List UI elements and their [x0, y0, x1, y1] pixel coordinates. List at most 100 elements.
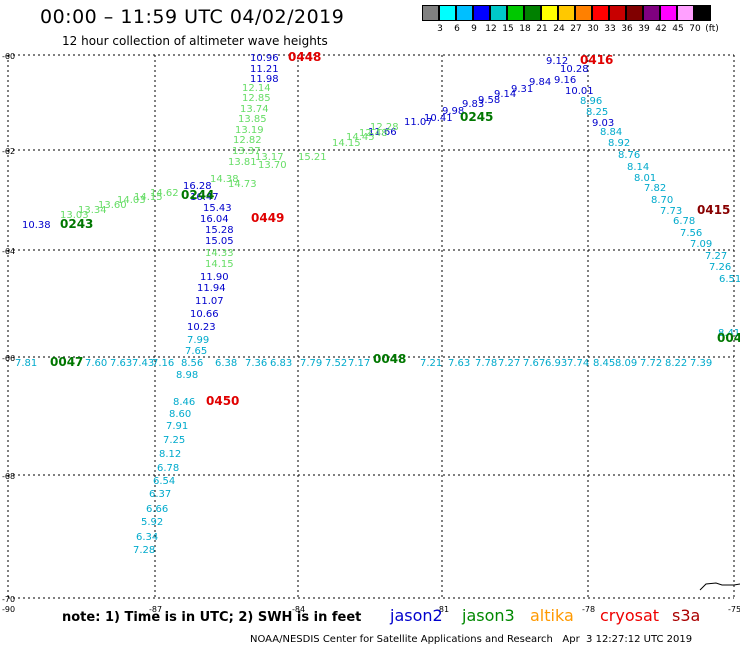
swh-value: 13.81 [228, 157, 257, 168]
swh-value: 13.19 [235, 125, 264, 136]
swh-value: 9.16 [554, 75, 576, 86]
pass-time-label: 0416 [580, 53, 613, 67]
scale-swatch [422, 5, 439, 21]
lon-label: -84 [292, 605, 305, 614]
swh-value: 7.27 [498, 358, 520, 369]
swh-value: 6.51 [719, 274, 740, 285]
pass-time-label: 0448 [288, 50, 321, 64]
swh-value: 14.15 [205, 259, 234, 270]
swh-value: 6.78 [157, 463, 179, 474]
scale-swatch [473, 5, 490, 21]
swh-value: 11.94 [197, 283, 226, 294]
scale-swatch [507, 5, 524, 21]
note-text: note: 1) Time is in UTC; 2) SWH is in fe… [62, 610, 362, 625]
swh-value: 9.14 [494, 89, 516, 100]
axis-labels: -60 -62 -64 -66 -68 -70-90 -87 -84 -81 -78 -75 [2, 52, 740, 614]
legend-altika: altika [530, 606, 574, 625]
swh-value: 10.38 [22, 220, 51, 231]
scale-swatch [524, 5, 541, 21]
scale-label: 33 [604, 24, 616, 34]
scale-swatch [677, 5, 694, 21]
swh-value: 8.84 [600, 127, 622, 138]
scale-label: 45 [672, 24, 684, 34]
lat-label: -60 [2, 52, 15, 61]
scale-swatch [575, 5, 592, 21]
scale-label: 36 [621, 24, 633, 34]
swh-value: 12.82 [233, 135, 262, 146]
lat-label: -66 [2, 354, 15, 363]
swh-value: 9.03 [592, 118, 614, 129]
swh-value: 6.83 [270, 358, 292, 369]
coastline [699, 582, 740, 591]
swh-value: 9.84 [529, 77, 551, 88]
swh-value: 8.41 [718, 328, 740, 339]
swh-value: 8.96 [580, 96, 602, 107]
swh-value: 14.45 [346, 132, 375, 143]
scale-swatch [694, 5, 711, 21]
swh-value: 7.63 [448, 358, 470, 369]
scale-swatch [456, 5, 473, 21]
swh-value: 15.28 [205, 225, 234, 236]
scale-label: 9 [471, 24, 477, 34]
swh-value: 7.26 [709, 262, 731, 273]
swh-value: 7.39 [690, 358, 712, 369]
swh-value: 7.81 [15, 358, 37, 369]
pass-time-label: 0449 [251, 211, 284, 225]
swh-value: 7.79 [300, 358, 322, 369]
swh-value: 9.98 [442, 106, 464, 117]
swh-value: 11.07 [404, 117, 433, 128]
swh-value: 13.60 [98, 200, 127, 211]
swh-value: 9.31 [511, 84, 533, 95]
swh-value: 8.98 [176, 370, 198, 381]
swh-value: 7.67 [523, 358, 545, 369]
pass-time-label: 0450 [206, 394, 239, 408]
swh-value: 13.70 [258, 160, 287, 171]
swh-value: 8.46 [173, 397, 195, 408]
swh-value: 11.21 [250, 64, 279, 75]
swh-value: 8.09 [615, 358, 637, 369]
swh-value: 6.78 [673, 216, 695, 227]
swh-value: 14.15 [332, 138, 361, 149]
swh-value: 7.78 [475, 358, 497, 369]
swh-value: 10.66 [190, 309, 219, 320]
scale-swatch [439, 5, 456, 21]
swh-value: 15.05 [205, 236, 234, 247]
lat-label: -70 [2, 595, 15, 604]
swh-value: 16.28 [183, 181, 212, 192]
swh-value: 7.65 [185, 346, 207, 357]
scale-label: 12 [485, 24, 497, 34]
pass-time-label: 0048 [373, 352, 406, 366]
swh-value: 7.74 [567, 358, 589, 369]
lat-label: -62 [2, 147, 15, 156]
credit-line: NOAA/NESDIS Center for Satellite Applica… [250, 634, 693, 645]
swh-value: 7.72 [640, 358, 662, 369]
swh-value: 11.66 [368, 127, 397, 138]
swh-value: 10.41 [424, 113, 453, 124]
swh-value: 7.25 [163, 435, 185, 446]
swh-value: 15.21 [298, 152, 327, 163]
time-labels: 0448 0449 0450 0416 0245 0244 0243 0048 0047 004 0… [50, 50, 740, 408]
swh-value: 10.28 [560, 64, 589, 75]
swh-value: 7.63 [110, 358, 132, 369]
swh-value: 7.82 [644, 183, 666, 194]
swh-value: 8.22 [665, 358, 687, 369]
swh-value: 11.90 [200, 272, 229, 283]
swh-value: 7.17 [348, 358, 370, 369]
swh-value: 12.85 [242, 93, 271, 104]
scale-swatch [558, 5, 575, 21]
swh-value: 7.52 [325, 358, 347, 369]
scale-swatch [660, 5, 677, 21]
swh-value: 6.37 [149, 489, 171, 500]
legend-jason2: jason2 [390, 606, 443, 625]
swh-value: 11.07 [195, 296, 224, 307]
scale-swatch [541, 5, 558, 21]
scale-label: 27 [570, 24, 582, 34]
swh-value: 14.62 [150, 188, 179, 199]
lon-label: -87 [149, 605, 162, 614]
swh-value: 8.60 [169, 409, 191, 420]
swh-value: 6.66 [146, 504, 168, 515]
scale-swatch [592, 5, 609, 21]
swh-value: 7.09 [690, 239, 712, 250]
scale-label: 21 [536, 24, 548, 34]
